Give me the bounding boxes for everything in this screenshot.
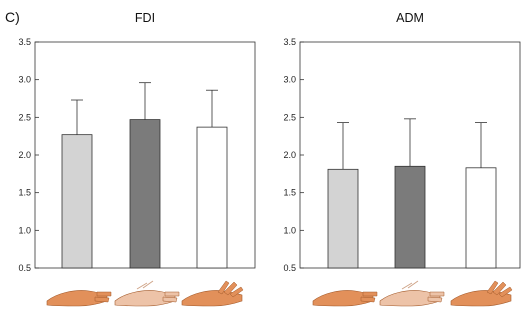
hand-faded-icon xyxy=(380,281,444,306)
chart-fdi: FDI 0.5 1.0 1.5 2.0 2.5 3.0 3.5 xyxy=(18,11,255,306)
y-tick-label: 3.5 xyxy=(283,37,296,47)
hand-finger xyxy=(95,297,109,302)
bar xyxy=(395,166,425,268)
hand-finger xyxy=(361,297,375,302)
hand-finger xyxy=(165,292,179,296)
y-tick-label: 2.0 xyxy=(18,150,31,160)
bar xyxy=(328,169,358,268)
y-tick-label: 1.0 xyxy=(18,225,31,235)
y-tick-label: 3.5 xyxy=(18,37,31,47)
bar xyxy=(197,127,227,268)
hand-finger xyxy=(97,292,111,296)
chart-title: ADM xyxy=(396,11,424,25)
y-tick-label: 1.5 xyxy=(283,188,296,198)
y-tick-label: 0.5 xyxy=(18,263,31,273)
y-tick-label: 3.0 xyxy=(18,75,31,85)
y-tick-label: 2.5 xyxy=(18,112,31,122)
y-tick-label: 1.5 xyxy=(18,188,31,198)
hand-motion-lines xyxy=(402,281,418,289)
chart-adm: ADM 0.5 1.0 1.5 2.0 2.5 3.0 3.5 xyxy=(283,11,520,306)
bar xyxy=(466,168,496,268)
hand-finger xyxy=(428,297,442,302)
hand-flat-icon xyxy=(313,290,377,306)
hand-finger xyxy=(430,292,444,296)
hand-flat-icon xyxy=(47,290,111,306)
hand-spread-fingers-icon xyxy=(451,281,512,306)
y-tick-label: 3.0 xyxy=(283,75,296,85)
y-tick-label: 2.5 xyxy=(283,112,296,122)
hand-finger xyxy=(363,292,377,296)
hand-motion-lines xyxy=(137,281,153,289)
hand-finger xyxy=(163,297,177,302)
bar xyxy=(130,120,160,268)
hand-faded-icon xyxy=(115,281,179,306)
chart-title: FDI xyxy=(135,11,155,25)
y-tick-label: 0.5 xyxy=(283,263,296,273)
y-tick-label: 2.0 xyxy=(283,150,296,160)
panel-label: C) xyxy=(5,9,20,25)
bar xyxy=(62,135,92,268)
hand-spread-fingers-icon xyxy=(182,281,243,306)
y-tick-label: 1.0 xyxy=(283,225,296,235)
